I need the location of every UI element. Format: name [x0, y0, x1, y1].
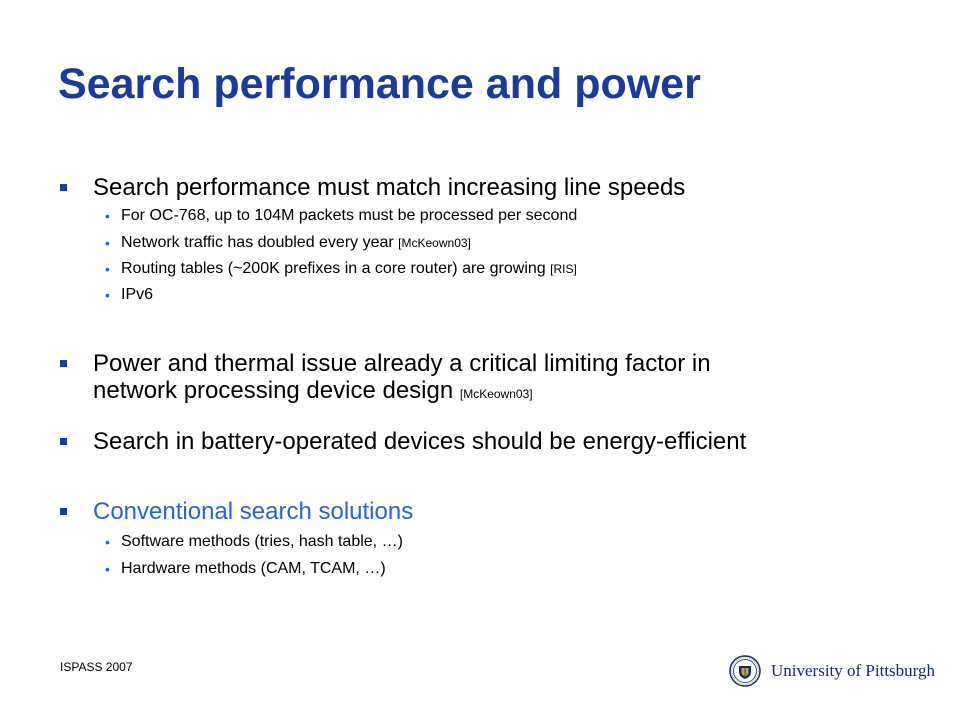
bullet-text: Search in battery-operated devices shoul… — [93, 428, 747, 455]
citation: [McKeown03] — [459, 387, 533, 401]
university-logo: University of Pittsburgh — [729, 655, 935, 687]
dot-bullet-icon: • — [105, 235, 110, 251]
conference-footer: ISPASS 2007 — [60, 660, 133, 674]
university-name: University of Pittsburgh — [771, 661, 936, 680]
bullet-text: Search performance must match increasing… — [93, 174, 686, 201]
sub-bullet-text: Routing tables (~200K prefixes in a core… — [121, 260, 577, 277]
sub-bullet-text: Software methods (tries, hash table, …) — [121, 533, 403, 550]
dot-bullet-icon: • — [105, 261, 110, 277]
sub-bullet-text: For OC-768, up to 104M packets must be p… — [121, 207, 578, 224]
dot-bullet-icon: • — [105, 534, 110, 550]
square-bullet-icon — [60, 508, 67, 515]
square-bullet-icon — [60, 438, 67, 445]
citation: [RIS] — [550, 262, 577, 276]
citation: [McKeown03] — [398, 236, 471, 250]
slide-title: Search performance and power — [58, 60, 701, 108]
sub-bullet-text: Hardware methods (CAM, TCAM, …) — [121, 560, 386, 577]
bullet-text: Power and thermal issue already a critic… — [93, 350, 711, 404]
dot-bullet-icon: • — [105, 208, 110, 224]
square-bullet-icon — [60, 184, 67, 191]
dot-bullet-icon: • — [105, 561, 110, 577]
university-seal-icon — [729, 655, 761, 687]
bullet-text: Conventional search solutions — [93, 498, 414, 525]
sub-bullet-text: Network traffic has doubled every year [… — [121, 234, 471, 251]
sub-bullet-text: IPv6 — [121, 286, 154, 303]
square-bullet-icon — [60, 360, 67, 367]
dot-bullet-icon: • — [105, 287, 110, 303]
